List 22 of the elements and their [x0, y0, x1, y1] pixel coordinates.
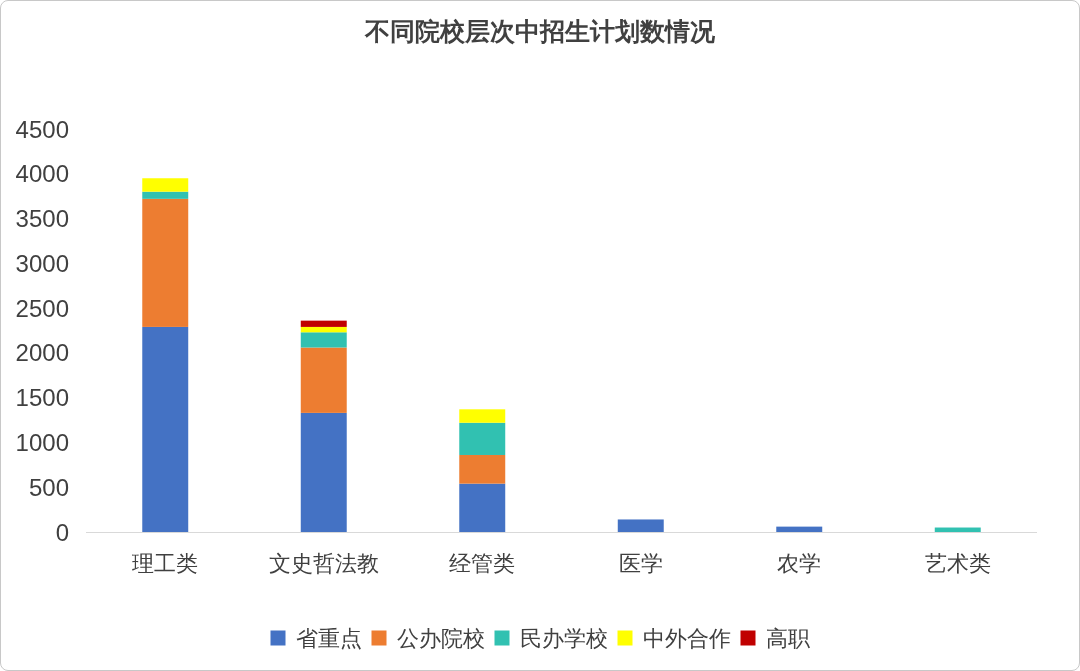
xtick-label: 农学 — [777, 550, 822, 576]
ytick-label: 3000 — [15, 249, 69, 277]
ytick-label: 4500 — [15, 115, 69, 143]
xtick-label: 文史哲法教 — [268, 550, 379, 576]
legend-label: 省重点 — [295, 625, 362, 651]
ytick-label: 4000 — [15, 160, 69, 188]
legend-label: 中外合作 — [642, 625, 731, 651]
title: 不同院校层次中招生计划数情况 — [365, 17, 715, 45]
legend-label: 公办院校 — [396, 625, 485, 651]
ytick-label: 1500 — [15, 384, 69, 412]
ytick-label: 2500 — [15, 294, 69, 322]
ytick-label: 3500 — [15, 205, 69, 233]
xtick-label: 理工类 — [132, 550, 199, 576]
legend-label: 民办学校 — [519, 625, 608, 651]
xtick-label: 艺术类 — [924, 550, 991, 576]
xtick-label: 医学 — [618, 550, 663, 576]
xtick-label: 经管类 — [449, 550, 516, 576]
ytick-label: 2000 — [15, 339, 69, 367]
legend-label: 高职 — [765, 625, 810, 651]
ytick-label: 500 — [28, 473, 69, 501]
ytick-label: 1000 — [15, 428, 69, 456]
ytick-label: 0 — [55, 518, 69, 546]
